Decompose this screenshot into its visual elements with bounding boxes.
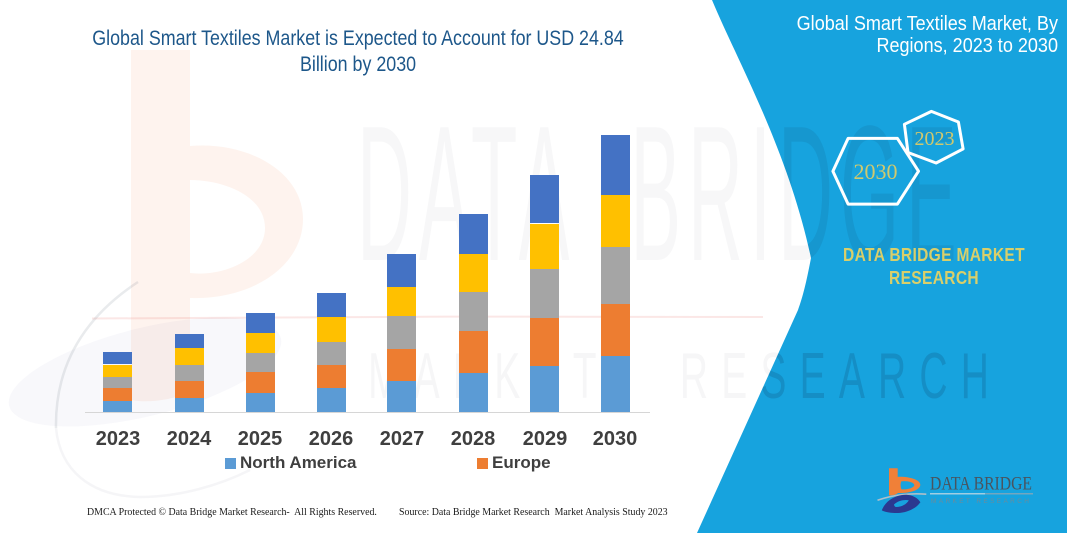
svg-text:2023: 2023 xyxy=(915,128,955,150)
svg-text:DATA BRIDGE: DATA BRIDGE xyxy=(930,474,1032,495)
svg-text:2030: 2030 xyxy=(854,159,898,184)
svg-text:MARKET RESEARCH: MARKET RESEARCH xyxy=(931,498,1029,505)
